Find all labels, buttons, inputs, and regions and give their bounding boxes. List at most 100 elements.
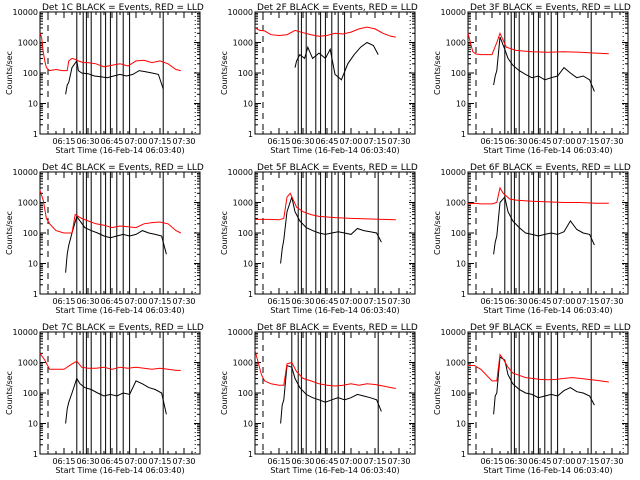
plot-frame bbox=[254, 331, 416, 455]
x-tick-label: 06:15 bbox=[480, 297, 503, 306]
plot-frame bbox=[467, 331, 629, 455]
x-tick-label: 07:15 bbox=[576, 457, 599, 466]
series-lld-line bbox=[254, 350, 396, 389]
x-tick-label: 06:30 bbox=[504, 137, 527, 146]
panel-title: Det 4C BLACK = Events, RED = LLD bbox=[42, 163, 204, 173]
plot-frame bbox=[467, 11, 629, 135]
panel-2: Det 2F BLACK = Events, RED = LLD 1 10 100 10… bbox=[220, 3, 418, 155]
series-events-line bbox=[280, 364, 382, 424]
panel-5: Det 5F BLACK = Events, RED = LLD 1 10 100 10… bbox=[220, 163, 418, 315]
x-tick-label: 06:15 bbox=[267, 457, 290, 466]
series-lld-line bbox=[39, 33, 181, 72]
x-axis-label: Start Time (16-Feb-14 06:03:40) bbox=[55, 306, 184, 315]
x-tick-label: 06:45 bbox=[528, 297, 551, 306]
x-tick-label: 07:15 bbox=[576, 297, 599, 306]
x-tick-label: 07:00 bbox=[124, 457, 147, 466]
x-tick-label: 06:15 bbox=[480, 137, 503, 146]
x-tick-label: 06:45 bbox=[100, 297, 123, 306]
x-tick-label: 07:00 bbox=[339, 297, 362, 306]
y-axis-label: Counts/sec bbox=[433, 371, 442, 415]
series-lld-line bbox=[468, 353, 609, 383]
panel-6: Det 6F BLACK = Events, RED = LLD 1 10 100 10… bbox=[433, 163, 631, 315]
series-events-line bbox=[493, 36, 595, 92]
panel-title: Det 2F BLACK = Events, RED = LLD bbox=[257, 3, 418, 13]
y-tick-label: 1 bbox=[33, 450, 38, 459]
x-tick-label: 07:00 bbox=[552, 297, 575, 306]
plot-frame bbox=[467, 171, 629, 295]
x-tick-label: 06:30 bbox=[76, 457, 99, 466]
series-lld-line bbox=[467, 186, 609, 205]
x-axis-label: Start Time (16-Feb-14 06:03:40) bbox=[483, 466, 612, 475]
y-tick-label: 1000 bbox=[18, 39, 38, 48]
panel-4: Det 4C BLACK = Events, RED = LLD 1 10 100 10… bbox=[5, 163, 204, 315]
y-tick-label: 1 bbox=[461, 290, 466, 299]
x-tick-label: 06:30 bbox=[291, 457, 314, 466]
y-tick-label: 1 bbox=[33, 290, 38, 299]
panel-7: Det 7C BLACK = Events, RED = LLD 1 10 100 10… bbox=[5, 323, 204, 475]
y-tick-label: 100 bbox=[451, 229, 466, 238]
y-axis-label: Counts/sec bbox=[433, 211, 442, 255]
panel-title: Det 7C BLACK = Events, RED = LLD bbox=[42, 323, 204, 333]
x-tick-label: 06:15 bbox=[267, 137, 290, 146]
y-tick-label: 100 bbox=[23, 229, 38, 238]
x-tick-label: 07:00 bbox=[552, 457, 575, 466]
plot-frame bbox=[254, 171, 416, 295]
x-tick-label: 06:45 bbox=[528, 137, 551, 146]
panel-title: Det 9F BLACK = Events, RED = LLD bbox=[470, 323, 631, 333]
x-axis-label: Start Time (16-Feb-14 06:03:40) bbox=[483, 146, 612, 155]
y-axis-label: Counts/sec bbox=[5, 211, 14, 255]
x-axis-label: Start Time (16-Feb-14 06:03:40) bbox=[270, 306, 399, 315]
x-tick-label: 07:15 bbox=[148, 457, 171, 466]
y-tick-label: 10000 bbox=[441, 168, 466, 177]
plot-frame bbox=[39, 11, 201, 135]
y-tick-label: 1000 bbox=[233, 199, 253, 208]
y-tick-label: 10000 bbox=[441, 8, 466, 17]
x-tick-label: 07:30 bbox=[387, 297, 410, 306]
x-tick-label: 06:45 bbox=[315, 297, 338, 306]
y-tick-label: 10 bbox=[456, 100, 466, 109]
y-tick-label: 10 bbox=[243, 420, 253, 429]
panel-title: Det 5F BLACK = Events, RED = LLD bbox=[257, 163, 418, 173]
x-tick-label: 07:15 bbox=[363, 137, 386, 146]
x-tick-label: 06:45 bbox=[528, 457, 551, 466]
plot-frame bbox=[39, 331, 201, 455]
y-tick-label: 10 bbox=[28, 420, 38, 429]
x-axis-label: Start Time (16-Feb-14 06:03:40) bbox=[55, 466, 184, 475]
series-lld-line bbox=[254, 26, 396, 38]
x-tick-label: 06:30 bbox=[76, 137, 99, 146]
x-axis-label: Start Time (16-Feb-14 06:03:40) bbox=[270, 146, 399, 155]
x-tick-label: 06:30 bbox=[291, 297, 314, 306]
y-tick-label: 100 bbox=[451, 389, 466, 398]
y-axis-label: Counts/sec bbox=[433, 51, 442, 95]
y-tick-label: 10000 bbox=[228, 8, 253, 17]
series-events-line bbox=[280, 195, 382, 264]
y-tick-label: 100 bbox=[238, 229, 253, 238]
y-tick-label: 1000 bbox=[446, 199, 466, 208]
x-tick-label: 06:30 bbox=[76, 297, 99, 306]
x-tick-label: 06:15 bbox=[267, 297, 290, 306]
series-lld-line bbox=[467, 31, 609, 56]
y-tick-label: 1 bbox=[461, 130, 466, 139]
x-tick-label: 07:15 bbox=[148, 297, 171, 306]
series-events-line bbox=[65, 215, 167, 273]
series-events-line bbox=[65, 59, 164, 95]
y-axis-label: Counts/sec bbox=[220, 51, 229, 95]
x-tick-label: 07:15 bbox=[576, 137, 599, 146]
y-tick-label: 100 bbox=[238, 389, 253, 398]
panel-title: Det 1C BLACK = Events, RED = LLD bbox=[42, 3, 204, 13]
x-tick-label: 06:30 bbox=[504, 457, 527, 466]
y-tick-label: 1000 bbox=[446, 359, 466, 368]
y-tick-label: 1000 bbox=[446, 39, 466, 48]
y-tick-label: 100 bbox=[23, 69, 38, 78]
x-tick-label: 07:30 bbox=[172, 297, 195, 306]
x-tick-label: 06:15 bbox=[52, 297, 75, 306]
series-events-line bbox=[493, 196, 595, 255]
x-tick-label: 06:15 bbox=[480, 457, 503, 466]
panel-8: Det 8F BLACK = Events, RED = LLD 1 10 100 10… bbox=[220, 323, 418, 475]
series-lld-line bbox=[39, 353, 181, 371]
y-axis-label: Counts/sec bbox=[220, 211, 229, 255]
panel-title: Det 8F BLACK = Events, RED = LLD bbox=[257, 323, 418, 333]
x-tick-label: 06:45 bbox=[100, 137, 123, 146]
